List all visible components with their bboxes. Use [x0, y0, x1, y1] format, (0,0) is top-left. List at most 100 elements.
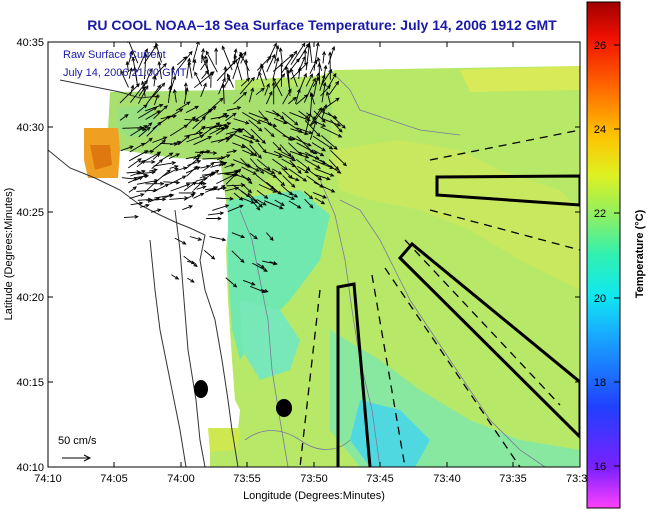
current-arrow — [227, 74, 234, 88]
current-arrow-head — [313, 150, 318, 155]
current-arrow — [328, 159, 339, 171]
current-arrow-head — [153, 168, 158, 173]
current-arrow-head — [144, 84, 149, 90]
current-arrow — [309, 60, 317, 75]
current-arrow-head — [135, 83, 141, 88]
current-arrow-head — [328, 68, 333, 74]
current-arrow — [183, 88, 188, 105]
current-arrow — [162, 152, 173, 160]
current-arrow-head — [319, 183, 324, 188]
current-arrow — [210, 115, 229, 120]
current-arrow-head — [250, 134, 255, 139]
current-arrow — [200, 83, 207, 97]
current-arrow — [265, 110, 280, 117]
current-arrow — [225, 112, 237, 122]
current-arrow — [193, 109, 213, 122]
current-arrow-head — [163, 136, 168, 141]
current-arrow — [129, 193, 144, 199]
current-arrow-head — [212, 186, 218, 191]
current-arrow-head — [214, 169, 220, 174]
current-arrow — [312, 135, 333, 150]
current-arrow-head — [321, 147, 326, 152]
current-arrow-head — [341, 124, 346, 129]
current-arrow — [121, 177, 137, 180]
current-arrow-head — [336, 122, 342, 127]
current-arrow — [242, 112, 261, 124]
current-arrow — [146, 85, 161, 105]
current-arrow-head — [143, 79, 148, 85]
current-arrow-head — [242, 91, 248, 96]
current-arrow — [215, 126, 229, 135]
current-arrow — [176, 167, 187, 171]
current-arrow — [137, 104, 148, 114]
current-arrow — [136, 171, 155, 175]
current-arrow-head — [146, 126, 151, 131]
current-arrow — [134, 67, 139, 87]
current-arrow — [330, 149, 347, 167]
current-arrow-head — [140, 193, 145, 197]
current-arrow — [204, 187, 217, 191]
current-arrow — [326, 97, 340, 108]
current-arrow-head — [144, 48, 148, 53]
current-arrow-head — [198, 131, 204, 136]
current-arrow-head — [326, 91, 330, 96]
current-arrow — [309, 120, 317, 140]
scale-label: 50 cm/s — [58, 435, 97, 447]
current-arrow — [138, 127, 151, 138]
current-arrow-head — [233, 48, 238, 53]
current-arrow-head — [296, 88, 301, 93]
current-arrow-head — [233, 53, 238, 59]
current-arrow — [282, 175, 296, 188]
current-arrow-head — [335, 166, 340, 171]
current-arrow-head — [272, 123, 278, 128]
current-arrow-head — [143, 53, 148, 58]
current-arrow-head — [164, 183, 170, 188]
current-arrow-head — [279, 205, 284, 210]
current-arrow — [128, 158, 142, 169]
current-arrow — [258, 72, 265, 88]
current-arrow — [312, 191, 327, 199]
current-arrow — [255, 165, 277, 178]
current-arrow-head — [302, 177, 308, 182]
current-arrow — [290, 128, 308, 135]
current-arrow — [128, 68, 132, 79]
current-arrow-head — [273, 42, 277, 47]
current-arrow-head — [250, 87, 255, 92]
current-arrow — [196, 186, 206, 190]
current-arrow — [289, 135, 312, 147]
current-arrow-head — [166, 169, 171, 174]
current-arrow-head — [284, 65, 289, 71]
current-arrow — [280, 184, 293, 196]
current-arrow-head — [306, 117, 311, 122]
current-arrow-head — [287, 88, 292, 93]
current-arrow-head — [297, 66, 302, 72]
current-arrow-head — [263, 268, 268, 272]
current-arrow — [152, 183, 169, 193]
station-marker-1 — [194, 380, 208, 398]
transect-box-2 — [397, 241, 580, 440]
current-arrow-head — [249, 139, 254, 144]
current-arrow — [231, 250, 245, 263]
current-arrow-head — [264, 288, 269, 293]
current-arrow-head — [221, 45, 226, 50]
current-arrow — [224, 163, 235, 168]
current-arrow-head — [187, 60, 192, 66]
current-arrow — [144, 137, 153, 145]
current-arrow — [144, 180, 158, 193]
current-arrow — [304, 191, 313, 200]
current-arrow — [182, 205, 193, 211]
current-arrow-head — [266, 82, 270, 88]
current-arrow — [169, 175, 186, 185]
y-tick-label: 40:25 — [16, 207, 44, 219]
current-arrow-head — [286, 69, 291, 74]
current-arrow-head — [142, 127, 147, 132]
current-arrow — [163, 181, 180, 184]
current-arrow — [313, 181, 335, 193]
current-arrow — [178, 135, 190, 146]
current-arrow-head — [322, 50, 326, 56]
y-tick-label: 40:20 — [16, 292, 44, 304]
current-arrow-head — [255, 168, 260, 172]
y-tick-label: 40:35 — [16, 37, 44, 49]
current-arrow-head — [278, 170, 283, 175]
dashed-lines — [299, 129, 580, 467]
